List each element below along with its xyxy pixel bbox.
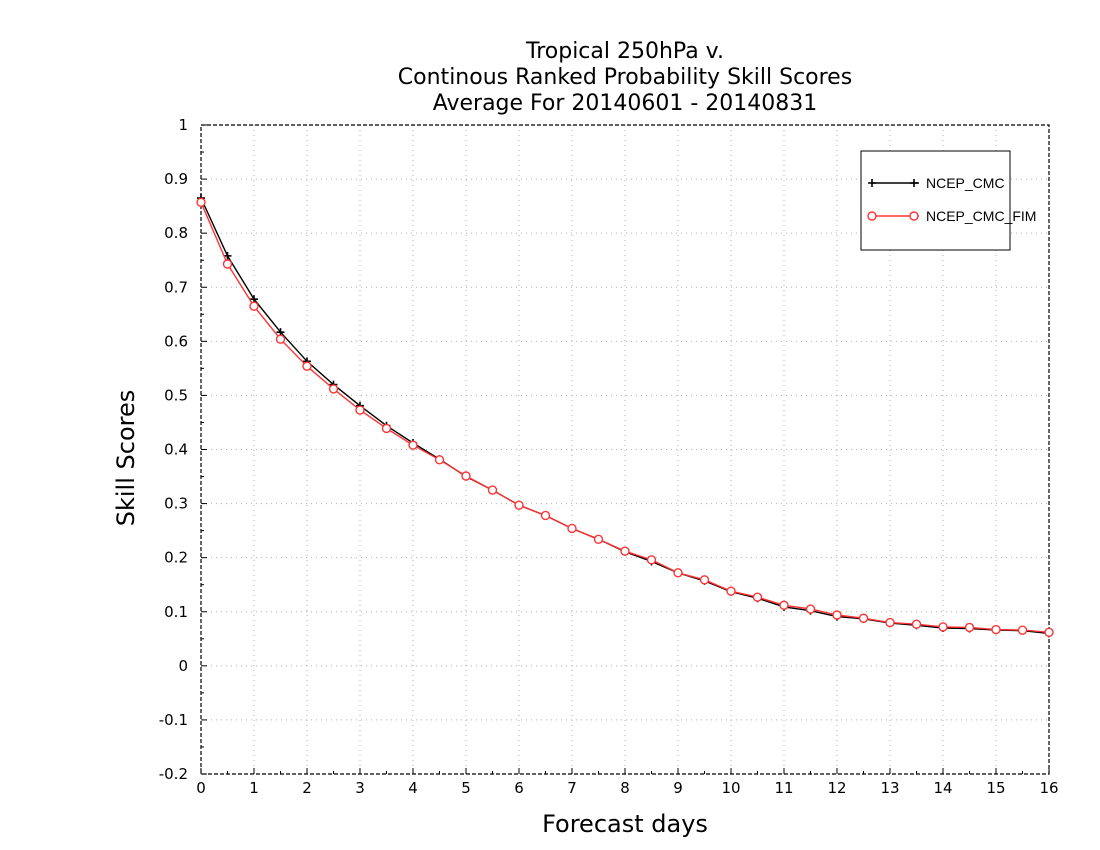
data-point bbox=[487, 485, 498, 495]
series-ncep-cmc-fim bbox=[196, 197, 1054, 638]
data-point bbox=[699, 575, 710, 585]
legend-label: NCEP_CMC_FIM bbox=[926, 208, 1036, 224]
x-tick-label: 3 bbox=[355, 779, 365, 797]
data-point bbox=[673, 568, 683, 578]
data-point bbox=[275, 334, 286, 344]
x-tick-label: 7 bbox=[567, 779, 577, 797]
data-point bbox=[540, 510, 551, 521]
data-point bbox=[328, 384, 339, 394]
y-tick-label: -0.1 bbox=[159, 711, 188, 729]
legend-item-ncep-cmc-fim: NCEP_CMC_FIM bbox=[867, 208, 1036, 224]
data-point bbox=[779, 600, 789, 610]
legend-item-ncep-cmc: NCEP_CMC bbox=[868, 175, 1005, 191]
series-line bbox=[200, 202, 1050, 633]
y-tick-label: 0.7 bbox=[164, 278, 188, 296]
y-tick-label: 0 bbox=[178, 657, 188, 675]
grid-lines bbox=[201, 125, 1049, 774]
y-tick-label: -0.2 bbox=[159, 765, 188, 783]
data-series bbox=[196, 194, 1054, 638]
x-axis-label: Forecast days bbox=[542, 810, 708, 838]
data-point bbox=[911, 619, 922, 629]
data-point bbox=[567, 523, 577, 534]
data-point bbox=[1044, 627, 1054, 638]
legend-box bbox=[860, 150, 1011, 251]
x-tick-label: 1 bbox=[249, 779, 259, 797]
x-tick-label: 6 bbox=[514, 779, 524, 797]
data-point bbox=[302, 361, 312, 371]
x-tick-label: 8 bbox=[620, 779, 630, 797]
legend-label: NCEP_CMC bbox=[926, 175, 1005, 191]
y-tick-label: 0.1 bbox=[164, 603, 188, 621]
data-point bbox=[858, 613, 869, 623]
y-tick-label: 0.2 bbox=[164, 549, 188, 567]
x-tick-label: 12 bbox=[827, 779, 846, 797]
y-tick-label: 0.9 bbox=[164, 170, 188, 188]
chart-title-line-1: Tropical 250hPa v. bbox=[525, 39, 724, 64]
y-tick-label: 0.6 bbox=[164, 332, 188, 350]
data-point bbox=[434, 455, 445, 465]
legend: NCEP_CMC NCEP_CMC_FIM bbox=[860, 150, 1036, 251]
x-tick-label: 10 bbox=[721, 779, 740, 797]
data-point bbox=[726, 586, 736, 596]
x-tick-label: 0 bbox=[196, 779, 206, 797]
y-tick-label: 0.5 bbox=[164, 386, 188, 404]
data-point bbox=[964, 622, 975, 633]
data-point bbox=[752, 592, 763, 602]
data-point bbox=[620, 546, 630, 556]
y-tick-label: 0.4 bbox=[164, 441, 188, 459]
chart-title: Tropical 250hPa v. Continous Ranked Prob… bbox=[398, 39, 852, 116]
data-point bbox=[381, 423, 392, 434]
x-tick-label: 9 bbox=[673, 779, 683, 797]
data-point bbox=[593, 534, 604, 544]
y-tick-label: 0.3 bbox=[164, 495, 188, 513]
data-point bbox=[461, 471, 471, 481]
legend-marker bbox=[868, 179, 876, 187]
data-point bbox=[514, 500, 524, 510]
x-tick-label: 13 bbox=[880, 779, 899, 797]
legend-marker bbox=[910, 179, 918, 187]
chart-title-line-2: Continous Ranked Probability Skill Score… bbox=[398, 65, 852, 90]
data-point bbox=[938, 622, 948, 632]
data-point bbox=[832, 610, 842, 620]
x-tick-label: 4 bbox=[408, 779, 418, 797]
data-point bbox=[805, 604, 816, 614]
data-point bbox=[223, 251, 232, 260]
data-point bbox=[646, 555, 657, 565]
legend-marker bbox=[909, 211, 919, 221]
x-tick-label: 11 bbox=[774, 779, 793, 797]
x-tick-label: 16 bbox=[1039, 779, 1058, 797]
data-point bbox=[196, 197, 206, 208]
y-tick-label: 1 bbox=[178, 116, 188, 134]
x-tick-label: 5 bbox=[461, 779, 471, 797]
data-point bbox=[885, 617, 895, 628]
data-point bbox=[249, 301, 259, 311]
y-axis-label: Skill Scores bbox=[112, 390, 140, 527]
chart-title-line-3: Average For 20140601 - 20140831 bbox=[433, 91, 818, 116]
data-point bbox=[355, 405, 365, 415]
legend-marker bbox=[867, 211, 877, 221]
data-point bbox=[222, 259, 233, 269]
axes: 0 1 2 3 4 5 6 7 8 9 10 11 12 13 14 15 16-0.2-0.100.10.20… bbox=[159, 116, 1059, 797]
data-point bbox=[408, 440, 418, 450]
y-tick-label: 0.8 bbox=[164, 224, 188, 242]
data-point bbox=[991, 624, 1001, 635]
x-tick-label: 14 bbox=[933, 779, 952, 797]
data-point bbox=[1017, 625, 1028, 635]
x-tick-label: 15 bbox=[986, 779, 1005, 797]
x-tick-label: 2 bbox=[302, 779, 312, 797]
